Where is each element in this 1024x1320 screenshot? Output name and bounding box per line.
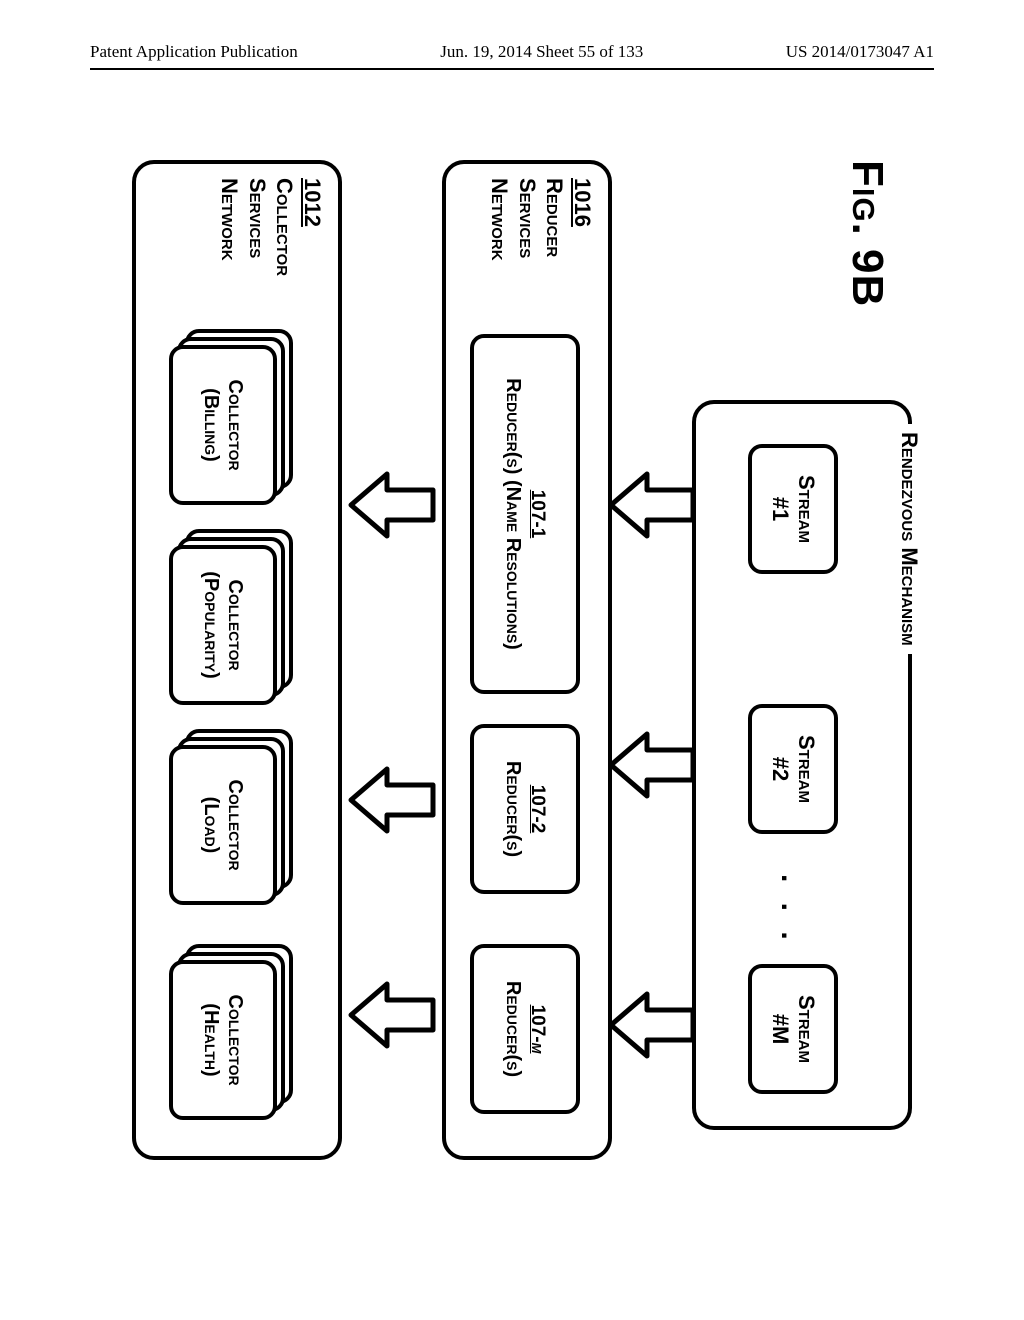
collector-health: Collector (Health) — [173, 944, 293, 1114]
figure-label: Fig. 9B — [842, 160, 892, 307]
page: Patent Application Publication Jun. 19, … — [0, 0, 1024, 1320]
stack-front: Collector (Billing) — [169, 345, 277, 505]
stream-1-label: Stream #1 — [767, 475, 820, 543]
stream-2: Stream #2 — [748, 704, 838, 834]
collector-panel: 1012 Collector Services Network Collecto… — [132, 160, 342, 1160]
header-center: Jun. 19, 2014 Sheet 55 of 133 — [440, 42, 643, 62]
reducer-2-ref: 107-2 — [527, 785, 549, 834]
stream-ellipsis: . . . — [774, 874, 808, 946]
stream-m-label: Stream #M — [767, 995, 820, 1063]
collector-health-l2: (Health) — [199, 1003, 223, 1076]
stream-m: Stream #M — [748, 964, 838, 1094]
reducer-2: 107-2 Reducer(s) — [470, 724, 580, 894]
collector-billing-l1: Collector — [223, 379, 247, 470]
arrow-streamm-reducer — [607, 990, 697, 1060]
reducer-1: 107-1 Reducer(s) (Name Resolutions) — [470, 334, 580, 694]
reducer-2-label: Reducer(s) — [502, 761, 525, 857]
reducer-m: 107-m Reducer(s) — [470, 944, 580, 1114]
collector-load: Collector (Load) — [173, 729, 293, 899]
reducer-panel: 1016 Reducer Services Network 107-1 Redu… — [442, 160, 612, 1160]
reducer-m-label: Reducer(s) — [502, 981, 525, 1077]
arrow-stream2-reducer — [607, 730, 697, 800]
diagram: Fig. 9B Rendezvous Mechanism Stream #1 S… — [112, 160, 912, 1160]
collector-popularity-l1: Collector — [223, 579, 247, 670]
collector-billing-l2: (Billing) — [199, 388, 223, 462]
reducer-panel-label: 1016 Reducer Services Network — [486, 178, 596, 261]
reducer-1-ref: 107-1 — [527, 490, 549, 539]
stack-front: Collector (Load) — [169, 745, 277, 905]
page-header: Patent Application Publication Jun. 19, … — [0, 42, 1024, 62]
rendezvous-title: Rendezvous Mechanism — [896, 424, 922, 654]
diagram-canvas: Fig. 9B Rendezvous Mechanism Stream #1 S… — [112, 160, 912, 1160]
collector-popularity: Collector (Popularity) — [173, 529, 293, 699]
stream-1: Stream #1 — [748, 444, 838, 574]
collector-load-l2: (Load) — [199, 797, 223, 854]
stack-front: Collector (Health) — [169, 960, 277, 1120]
arrow-reducer2-collector — [347, 765, 437, 835]
collector-panel-label: 1012 Collector Services Network — [216, 178, 326, 276]
collector-load-l1: Collector — [223, 779, 247, 870]
collector-panel-title: Collector Services Network — [218, 178, 298, 276]
collector-billing: Collector (Billing) — [173, 329, 293, 499]
stack-front: Collector (Popularity) — [169, 545, 277, 705]
reducer-m-ref: 107-m — [527, 1005, 549, 1054]
stream-2-label: Stream #2 — [767, 735, 820, 803]
arrow-reducerm-collector — [347, 980, 437, 1050]
reducer-panel-ref: 1016 — [570, 178, 595, 227]
header-rule — [90, 68, 934, 70]
header-right: US 2014/0173047 A1 — [786, 42, 934, 62]
reducer-panel-title: Reducer Services Network — [488, 178, 568, 261]
arrow-reducer1-collector — [347, 470, 437, 540]
header-left: Patent Application Publication — [90, 42, 298, 62]
reducer-1-label: Reducer(s) (Name Resolutions) — [502, 378, 525, 650]
collector-health-l1: Collector — [223, 994, 247, 1085]
collector-panel-ref: 1012 — [300, 178, 325, 227]
arrow-stream1-reducer — [607, 470, 697, 540]
collector-popularity-l2: (Popularity) — [199, 571, 223, 679]
rendezvous-box: Rendezvous Mechanism Stream #1 Stream #2… — [692, 400, 912, 1130]
